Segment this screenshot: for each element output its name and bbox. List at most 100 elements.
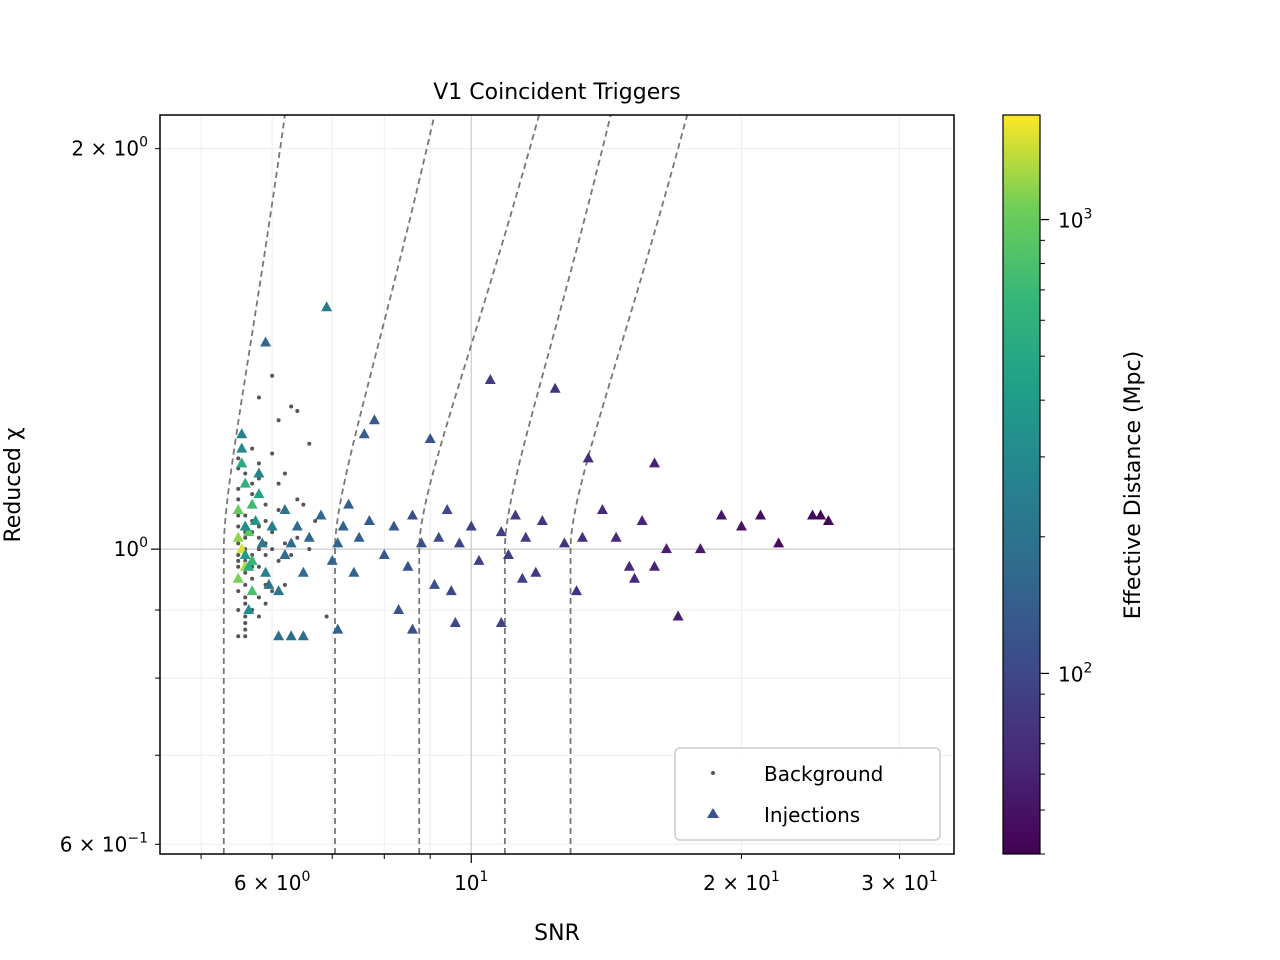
background-point bbox=[256, 564, 261, 569]
background-point bbox=[270, 373, 275, 378]
injection-point bbox=[250, 514, 262, 525]
injection-point bbox=[715, 509, 727, 520]
x-tick-label: 2 × 101 bbox=[703, 869, 780, 895]
background-point bbox=[276, 418, 281, 423]
x-tick-label: 3 × 101 bbox=[861, 869, 938, 895]
injection-point bbox=[297, 566, 309, 577]
colorbar-tick-label: 102 bbox=[1058, 660, 1092, 686]
background-point bbox=[236, 552, 241, 557]
legend-injections-label: Injections bbox=[764, 803, 860, 827]
injection-point bbox=[582, 452, 594, 463]
injection-point bbox=[303, 531, 315, 542]
injection-point bbox=[495, 526, 507, 537]
injection-point bbox=[297, 630, 309, 641]
background-point bbox=[301, 502, 306, 507]
injection-point bbox=[660, 543, 672, 554]
injection-point bbox=[402, 560, 414, 571]
background-point bbox=[236, 564, 241, 569]
background-point bbox=[324, 614, 329, 619]
injection-point bbox=[243, 560, 255, 571]
injection-point bbox=[256, 537, 268, 548]
background-point bbox=[243, 614, 248, 619]
background-point bbox=[250, 446, 255, 451]
injection-point bbox=[291, 520, 303, 531]
injection-point bbox=[253, 488, 265, 499]
injection-point bbox=[465, 520, 477, 531]
legend-background-label: Background bbox=[764, 762, 883, 786]
injection-point bbox=[337, 520, 349, 531]
injection-point bbox=[279, 548, 291, 559]
injection-point bbox=[266, 520, 278, 531]
injection-point bbox=[285, 630, 297, 641]
injection-point bbox=[368, 414, 380, 425]
injection-point bbox=[576, 531, 588, 542]
background-point bbox=[236, 541, 241, 546]
background-point bbox=[263, 601, 268, 606]
contour-lines bbox=[222, 115, 689, 854]
injection-point bbox=[453, 537, 465, 548]
injection-point bbox=[273, 630, 285, 641]
background-point bbox=[276, 558, 281, 563]
injection-point bbox=[253, 467, 265, 478]
injection-point bbox=[246, 585, 258, 596]
injection-point bbox=[239, 477, 251, 488]
injection-point bbox=[516, 572, 528, 583]
background-point bbox=[250, 576, 255, 581]
injection-point bbox=[315, 509, 327, 520]
injection-point bbox=[236, 457, 248, 468]
injection-point bbox=[246, 498, 258, 509]
background-point bbox=[236, 456, 241, 461]
injection-point bbox=[358, 428, 370, 439]
y-tick-label: 6 × 10−1 bbox=[60, 830, 148, 856]
injection-point bbox=[822, 514, 834, 525]
injection-point bbox=[332, 537, 344, 548]
contour-line bbox=[503, 115, 612, 854]
legend-injections-marker bbox=[707, 808, 719, 818]
background-point bbox=[270, 547, 275, 552]
background-point bbox=[236, 466, 241, 471]
background-point bbox=[313, 518, 318, 523]
background-point bbox=[256, 476, 261, 481]
injection-point bbox=[321, 301, 333, 312]
injection-point bbox=[239, 548, 251, 559]
background-point bbox=[295, 409, 300, 414]
injection-point bbox=[424, 433, 436, 444]
injection-point bbox=[754, 509, 766, 520]
background-point bbox=[256, 614, 261, 619]
background-point bbox=[236, 497, 241, 502]
injection-point bbox=[363, 514, 375, 525]
background-point bbox=[263, 552, 268, 557]
injection-point bbox=[495, 617, 507, 628]
background-point bbox=[263, 518, 268, 523]
injection-point bbox=[263, 578, 275, 589]
y-tick-label: 100 bbox=[114, 535, 148, 561]
injection-point bbox=[429, 578, 441, 589]
background-point bbox=[282, 471, 287, 476]
injection-point bbox=[326, 554, 338, 565]
injection-point bbox=[815, 509, 827, 520]
injection-point bbox=[648, 560, 660, 571]
legend: Background Injections bbox=[674, 747, 941, 841]
chart-title: V1 Coincident Triggers bbox=[433, 80, 681, 105]
injection-point bbox=[332, 623, 344, 634]
y-tick-label: 2 × 100 bbox=[71, 135, 148, 161]
injection-point bbox=[415, 537, 427, 548]
injection-point bbox=[441, 504, 453, 515]
injection-point bbox=[285, 537, 297, 548]
background-point bbox=[295, 497, 300, 502]
background-point bbox=[243, 595, 248, 600]
data-points bbox=[232, 301, 834, 641]
background-point bbox=[250, 492, 255, 497]
background-point bbox=[256, 395, 261, 400]
injection-point bbox=[509, 509, 521, 520]
injection-point bbox=[393, 604, 405, 615]
background-point bbox=[243, 513, 248, 518]
colorbar-tick-label: 103 bbox=[1058, 207, 1092, 233]
background-point bbox=[243, 621, 248, 626]
background-point bbox=[270, 451, 275, 456]
background-point bbox=[270, 530, 275, 535]
contour-line bbox=[334, 115, 436, 854]
injection-point bbox=[636, 514, 648, 525]
background-point bbox=[236, 524, 241, 529]
background-point bbox=[282, 582, 287, 587]
